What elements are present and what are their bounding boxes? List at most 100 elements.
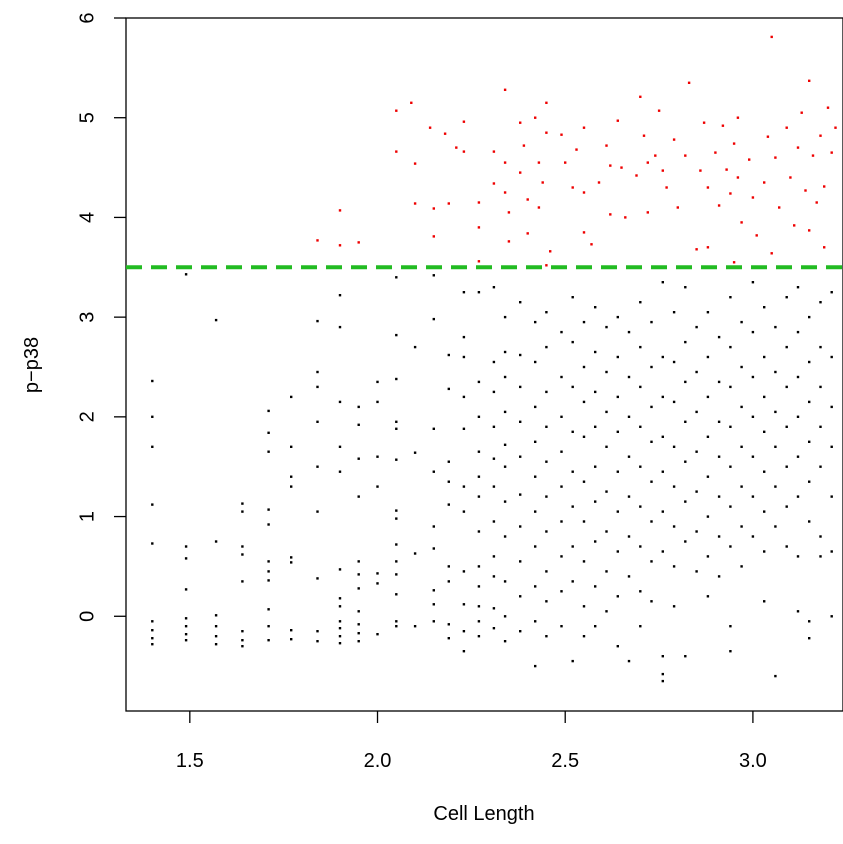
- data-point: [729, 385, 732, 389]
- data-point: [642, 134, 646, 137]
- data-point: [627, 495, 631, 498]
- data-point: [571, 296, 574, 299]
- data-point: [785, 126, 788, 129]
- data-point: [736, 176, 740, 179]
- data-point: [503, 580, 507, 583]
- data-point: [395, 593, 398, 596]
- data-point: [605, 370, 608, 374]
- data-point: [808, 79, 811, 82]
- data-point: [785, 465, 788, 468]
- data-point: [721, 124, 725, 127]
- data-point: [706, 595, 710, 598]
- data-point: [537, 206, 541, 209]
- data-point: [462, 570, 466, 573]
- data-point: [267, 508, 270, 511]
- y-tick-label: 2: [76, 411, 98, 422]
- data-point: [684, 460, 687, 463]
- data-point: [560, 485, 563, 488]
- data-point: [819, 535, 822, 538]
- data-point: [357, 573, 360, 576]
- data-point: [241, 545, 244, 548]
- data-point: [560, 375, 563, 379]
- data-point: [695, 570, 698, 573]
- data-point: [534, 585, 537, 588]
- data-point: [376, 400, 379, 404]
- data-point: [661, 655, 664, 658]
- data-point: [492, 182, 496, 185]
- data-point: [519, 560, 522, 563]
- data-point: [729, 545, 732, 548]
- data-point: [763, 306, 766, 309]
- data-point: [503, 375, 507, 379]
- data-point: [447, 387, 450, 391]
- data-point: [571, 340, 574, 344]
- data-point: [432, 317, 435, 321]
- data-point: [684, 655, 687, 658]
- data-point: [395, 458, 398, 461]
- data-point: [316, 385, 319, 389]
- data-point: [654, 154, 657, 157]
- data-point: [338, 627, 342, 630]
- data-point: [774, 445, 777, 448]
- data-point: [571, 470, 574, 473]
- data-point: [545, 495, 548, 498]
- data-point: [590, 243, 593, 246]
- data-point: [395, 333, 398, 337]
- data-point: [290, 556, 293, 559]
- data-point: [519, 301, 522, 304]
- data-point: [639, 545, 642, 548]
- data-point: [447, 480, 450, 483]
- data-point: [695, 450, 698, 453]
- data-point: [684, 286, 687, 289]
- data-point: [717, 204, 721, 207]
- data-point: [545, 530, 548, 533]
- data-point: [357, 623, 360, 626]
- data-point: [616, 595, 619, 598]
- data-point: [290, 475, 293, 478]
- data-point: [395, 543, 398, 546]
- data-point: [717, 420, 721, 423]
- data-point: [492, 575, 496, 578]
- data-point: [582, 605, 586, 608]
- data-point: [650, 600, 653, 603]
- data-point: [819, 425, 822, 428]
- data-point: [751, 535, 755, 538]
- data-point: [605, 490, 608, 493]
- data-point: [447, 623, 450, 626]
- data-point: [616, 119, 619, 122]
- data-point: [290, 561, 293, 564]
- data-point: [793, 224, 796, 227]
- data-point: [376, 572, 379, 575]
- data-point: [462, 355, 466, 359]
- data-point: [462, 335, 466, 339]
- data-point: [695, 530, 698, 533]
- data-point: [503, 500, 507, 503]
- data-point: [616, 430, 619, 433]
- data-point: [290, 629, 293, 632]
- data-point: [357, 632, 360, 635]
- data-point: [582, 365, 586, 369]
- data-point: [672, 360, 676, 364]
- data-point: [785, 345, 788, 349]
- data-point: [395, 377, 398, 381]
- data-point: [338, 620, 342, 623]
- data-point: [338, 635, 342, 638]
- data-point: [571, 545, 574, 548]
- data-point: [695, 370, 698, 374]
- data-point: [609, 164, 612, 167]
- data-point: [184, 617, 188, 620]
- data-point: [316, 370, 319, 374]
- data-point: [676, 206, 679, 209]
- data-point: [808, 229, 811, 232]
- data-point: [534, 116, 537, 119]
- data-point: [729, 192, 732, 195]
- data-point: [635, 174, 638, 177]
- data-point: [575, 148, 578, 151]
- data-point: [650, 405, 653, 409]
- data-point: [763, 510, 766, 513]
- data-point: [534, 664, 537, 668]
- data-point: [338, 445, 342, 448]
- data-point: [785, 505, 788, 508]
- data-point: [519, 420, 522, 423]
- data-point: [808, 620, 811, 623]
